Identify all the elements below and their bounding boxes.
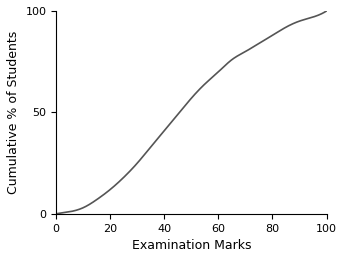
Y-axis label: Cumulative % of Students: Cumulative % of Students xyxy=(7,31,20,194)
X-axis label: Examination Marks: Examination Marks xyxy=(132,239,251,252)
